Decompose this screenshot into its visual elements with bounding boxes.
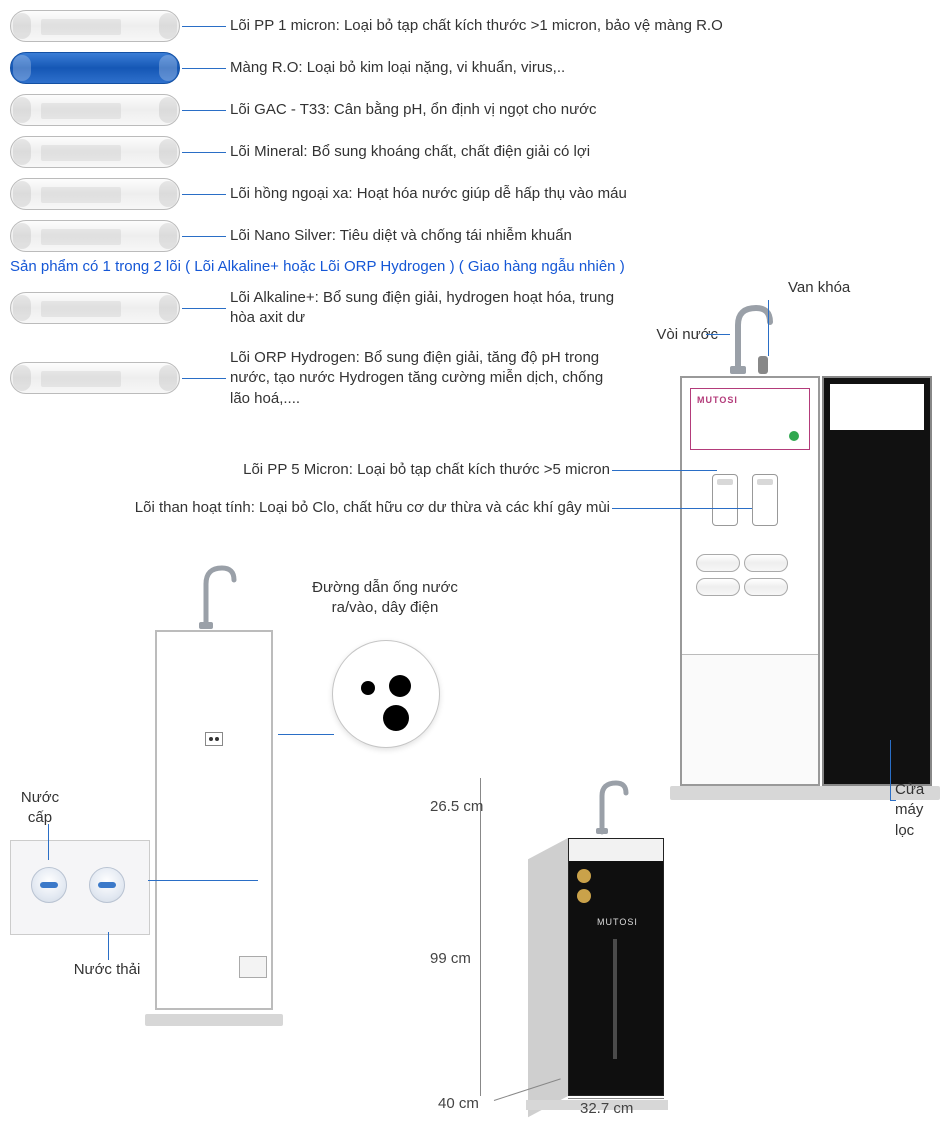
filter-cartridge-image [10, 292, 180, 324]
product-open-view: MUTOSI [640, 310, 940, 800]
product-dimension-view: MUTOSI [490, 790, 690, 1110]
filter-description: Lõi hồng ngoại xa: Hoạt hóa nước giúp dễ… [230, 184, 940, 204]
filter-row: Lõi PP 1 micron: Loại bỏ tạp chất kích t… [10, 10, 940, 42]
faucet-icon [718, 300, 778, 384]
filter-cartridge-image [10, 362, 180, 394]
filter-description: Lõi PP 1 micron: Loại bỏ tạp chất kích t… [230, 16, 940, 36]
door-label-panel [830, 384, 924, 430]
callout-pp5: Lõi PP 5 Micron: Loại bỏ tạp chất kích t… [140, 460, 610, 480]
filter-row: Màng R.O: Loại bỏ kim loại nặng, vi khuẩ… [10, 52, 940, 84]
badge-icon [577, 869, 591, 883]
dim-line [568, 1098, 664, 1099]
faucet-icon [190, 562, 240, 638]
callout-line [706, 334, 730, 335]
cabinet-door [822, 376, 932, 786]
callout-line [612, 470, 717, 471]
filter-row: Lõi Nano Silver: Tiêu diệt và chống tái … [10, 220, 940, 252]
leader-line [182, 236, 226, 237]
control-panel: MUTOSI [690, 388, 810, 450]
leader-line [182, 110, 226, 111]
cabinet-front: MUTOSI [568, 838, 664, 1096]
callout-faucet: Vòi nước [638, 325, 718, 345]
filter-description: Lõi GAC - T33: Cân bằng pH, ổn định vị n… [230, 100, 940, 120]
filter-row: Lõi hồng ngoại xa: Hoạt hóa nước giúp dễ… [10, 178, 940, 210]
rear-port-marker [239, 956, 267, 978]
callout-supply: Nước cấp [10, 788, 70, 829]
filter-cartridge-image [10, 178, 180, 210]
callout-line [108, 932, 109, 960]
leader-line [182, 308, 226, 309]
filter-cartridge-image [10, 52, 180, 84]
callout-door: Cửa máy lọc [895, 780, 945, 841]
power-led-icon [789, 431, 799, 441]
valve-icon [758, 356, 768, 374]
dim-depth: 40 cm [438, 1095, 479, 1112]
leader-line [182, 152, 226, 153]
leader-line [182, 378, 226, 379]
filter-description: Lõi Mineral: Bổ sung khoáng chất, chất đ… [230, 142, 940, 162]
filter-cartridge-image [10, 10, 180, 42]
internal-cartridge [752, 474, 778, 526]
cabinet-side [528, 838, 568, 1117]
leader-line [182, 26, 226, 27]
callout-line [890, 800, 896, 801]
faucet-icon [588, 778, 632, 842]
cabinet-base [682, 654, 818, 784]
internal-filter [696, 554, 740, 572]
callout-line [612, 508, 752, 509]
brand-label: MUTOSI [597, 917, 638, 927]
dim-height-top: 26.5 cm [430, 798, 483, 815]
leader-line [182, 68, 226, 69]
filter-cartridge-image [10, 94, 180, 126]
filter-cartridge-image [10, 136, 180, 168]
leader-line [182, 194, 226, 195]
internal-filter [744, 578, 788, 596]
dim-line [480, 840, 481, 1096]
internal-cartridge [712, 474, 738, 526]
port-marker [205, 732, 223, 746]
variant-note: Sản phẩm có 1 trong 2 lõi ( Lõi Alkaline… [10, 258, 625, 275]
callout-valve: Van khóa [788, 278, 850, 298]
cabinet-body: MUTOSI [680, 376, 820, 786]
badge-icon [577, 889, 591, 903]
product-front-view [135, 570, 295, 1040]
callout-waterline: Đường dẫn ống nước ra/vào, dây điện [300, 578, 470, 619]
inlet-photo [10, 840, 150, 935]
filter-row: Lõi GAC - T33: Cân bằng pH, ổn định vị n… [10, 94, 940, 126]
callout-line [768, 300, 769, 356]
callout-waste: Nước thải [72, 960, 142, 980]
filter-description: Lõi ORP Hydrogen: Bổ sung điện giải, tăn… [230, 348, 620, 409]
filter-cartridge-image [10, 220, 180, 252]
callout-line [890, 740, 891, 800]
filter-description: Màng R.O: Loại bỏ kim loại nặng, vi khuẩ… [230, 58, 940, 78]
callout-line [278, 734, 334, 735]
filter-description: Lõi Alkaline+: Bổ sung điện giải, hydrog… [230, 288, 620, 329]
filter-row: Lõi Mineral: Bổ sung khoáng chất, chất đ… [10, 136, 940, 168]
internal-filter [744, 554, 788, 572]
cabinet-plinth [145, 1014, 283, 1026]
dim-width: 32.7 cm [580, 1100, 633, 1117]
callout-line [48, 824, 49, 860]
brand-label: MUTOSI [697, 395, 738, 405]
callout-line [148, 880, 258, 881]
filter-description: Lõi Nano Silver: Tiêu diệt và chống tái … [230, 226, 940, 246]
port-detail-circle [332, 640, 440, 748]
callout-carbon: Lõi than hoạt tính: Loại bỏ Clo, chất hữ… [20, 498, 610, 518]
dim-height-body: 99 cm [430, 950, 471, 967]
internal-filter [696, 578, 740, 596]
